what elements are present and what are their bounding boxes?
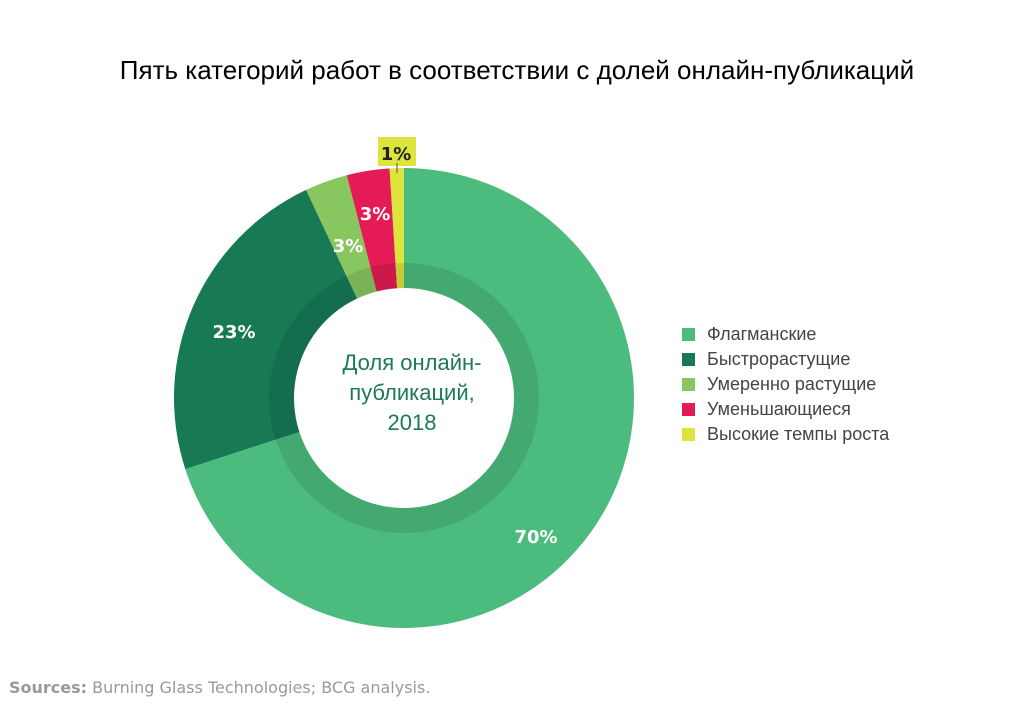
chart-title: Пять категорий работ в соответствии с до… (119, 55, 915, 85)
legend-swatch (682, 428, 695, 441)
label-box-4 (378, 137, 416, 166)
center-label-line: публикаций, (349, 380, 475, 405)
data-label-4: 1% (381, 144, 412, 165)
data-label-1: 23% (212, 322, 255, 343)
sources-label: Sources: (9, 678, 88, 697)
sources-text: Burning Glass Technologies; BCG analysis… (87, 678, 431, 697)
data-label-2: 3% (333, 236, 364, 257)
legend-item: Быстрорастущие (682, 347, 889, 372)
data-label-0: 70% (514, 527, 557, 548)
legend-item: Умеренно растущие (682, 372, 889, 397)
legend: Флагманские Быстрорастущие Умеренно растущ… (682, 322, 889, 447)
slice-2 (306, 175, 377, 299)
legend-label: Быстрорастущие (707, 349, 851, 369)
slice-3 (346, 168, 398, 292)
legend-label: Флагманские (707, 324, 817, 344)
slice-0 (185, 168, 634, 629)
legend-swatch (682, 353, 695, 366)
legend-item: Флагманские (682, 322, 889, 347)
slice-4 (389, 168, 404, 289)
legend-swatch (682, 378, 695, 391)
legend-item: Высокие темпы роста (682, 422, 889, 447)
center-label-line: Доля онлайн- (343, 350, 482, 375)
sources-note: Sources: Burning Glass Technologies; BCG… (9, 678, 430, 697)
legend-label: Уменьшающиеся (707, 399, 851, 419)
data-label-3: 3% (360, 204, 391, 225)
center-label-line: 2018 (388, 410, 437, 435)
slice-1 (173, 189, 358, 470)
legend-swatch (682, 403, 695, 416)
legend-label: Высокие темпы роста (707, 424, 890, 444)
legend-item: Уменьшающиеся (682, 397, 889, 422)
inner-ring-shade (269, 263, 539, 533)
legend-label: Умеренно растущие (707, 374, 877, 394)
legend-swatch (682, 328, 695, 341)
